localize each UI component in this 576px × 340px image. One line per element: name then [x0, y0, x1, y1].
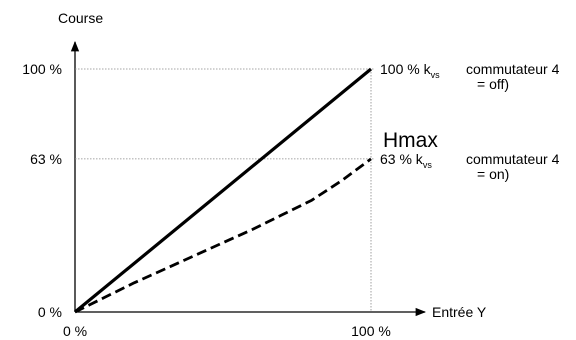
y-axis-label: Course — [58, 10, 103, 26]
series-label-1: 63 % kvs commutateur 4 — [380, 151, 560, 170]
hmax-annotation: Hmax — [383, 129, 438, 152]
series-line-1 — [74, 157, 372, 314]
y-tick-label-2: 100 % — [22, 61, 62, 77]
x-tick-label-1: 100 % — [351, 323, 391, 339]
series-label-line2-1: = on) — [477, 166, 509, 182]
series-label-0: 100 % kvs commutateur 4 — [380, 61, 560, 80]
x-tick-label-0: 0 % — [63, 323, 87, 339]
x-axis-label: Entrée Y — [432, 304, 487, 320]
chart-marks: 0 % 63 % 100 % 0 % 100 % 100 % kvs commutateur… — [22, 61, 559, 339]
series-line-0 — [73, 67, 373, 314]
series-label-line2-0: = off) — [477, 76, 509, 92]
y-tick-label-1: 63 % — [30, 151, 62, 167]
y-tick-label-0: 0 % — [38, 304, 62, 320]
